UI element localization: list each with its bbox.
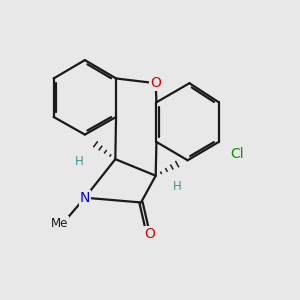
Text: Me: Me (51, 217, 68, 230)
Text: H: H (173, 180, 182, 193)
Text: N: N (80, 191, 90, 205)
Text: O: O (150, 76, 161, 90)
Text: H: H (75, 154, 84, 167)
Text: Cl: Cl (230, 147, 244, 161)
Text: O: O (145, 227, 155, 242)
